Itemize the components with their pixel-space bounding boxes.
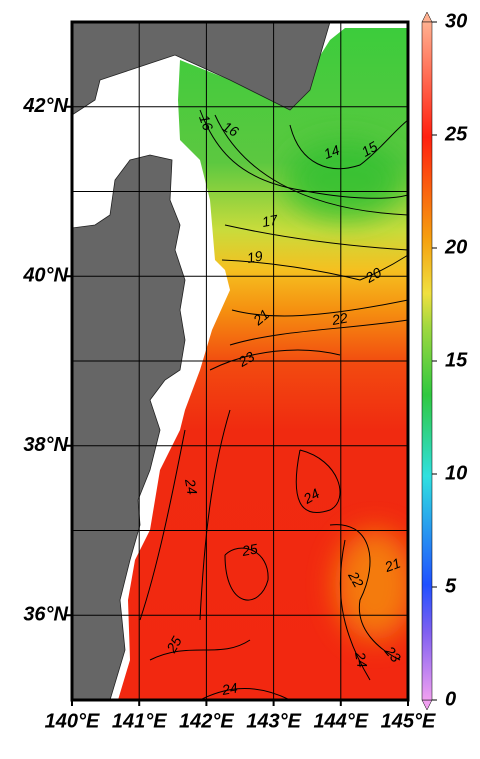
x-tick-label: 145°E — [381, 710, 436, 732]
colorbar-tick-label: 5 — [445, 575, 457, 597]
contour-label: 19 — [246, 247, 264, 265]
y-tick-label: 40°N — [22, 265, 68, 287]
contour-label: 16 — [196, 113, 216, 133]
y-tick-label: 38°N — [23, 434, 68, 456]
x-tick-label: 144°E — [313, 710, 368, 732]
contour-label: 21 — [382, 555, 403, 576]
grid — [72, 22, 408, 700]
x-tick-label: 140°E — [45, 710, 100, 732]
colorbar-tick-label: 0 — [445, 688, 456, 710]
y-tick-label: 36°N — [23, 604, 68, 626]
contour-label: 20 — [362, 264, 385, 286]
colorbar-tick-label: 20 — [444, 236, 467, 258]
colorbar-ticks: 0 5 10 15 20 25 30 — [432, 10, 468, 710]
y-tick-label: 42°N — [22, 95, 68, 117]
land — [72, 22, 331, 700]
colorbar-ramp — [421, 21, 433, 701]
colorbar-cap-bottom — [421, 699, 433, 711]
contour-label: 24 — [352, 650, 371, 669]
colorbar: 0 5 10 15 20 25 30 — [421, 10, 468, 711]
hokkaido — [72, 22, 331, 116]
colorbar-tick-label: 10 — [445, 462, 467, 484]
x-tick-label: 142°E — [179, 710, 234, 732]
contour-label: 25 — [163, 633, 185, 656]
colorbar-cap-top — [421, 11, 433, 23]
contour-label: 22 — [345, 568, 367, 591]
colorbar-tick-label: 25 — [444, 123, 468, 145]
contour-label: 23 — [235, 348, 258, 370]
contour-label: 17 — [261, 211, 280, 230]
contour-label: 22 — [330, 309, 349, 328]
contour-label: 25 — [240, 540, 259, 559]
colorbar-tick-label: 15 — [445, 349, 468, 371]
colorbar-tick-label: 30 — [445, 10, 467, 32]
honshu — [72, 154, 186, 700]
map-frame — [70, 20, 410, 702]
contour-label: 14 — [322, 142, 342, 162]
x-tick-label: 143°E — [246, 710, 301, 732]
contour-label: 15 — [359, 138, 381, 160]
contour-label: 24 — [220, 679, 239, 698]
contour-label: 16 — [220, 118, 242, 140]
axes: 140°E 141°E 142°E 143°E 144°E 145°E 36°N 38°N 40… — [22, 95, 436, 732]
contour-label: 24 — [182, 477, 201, 496]
x-tick-label: 141°E — [112, 710, 167, 732]
contour-label: 24 — [300, 485, 323, 507]
